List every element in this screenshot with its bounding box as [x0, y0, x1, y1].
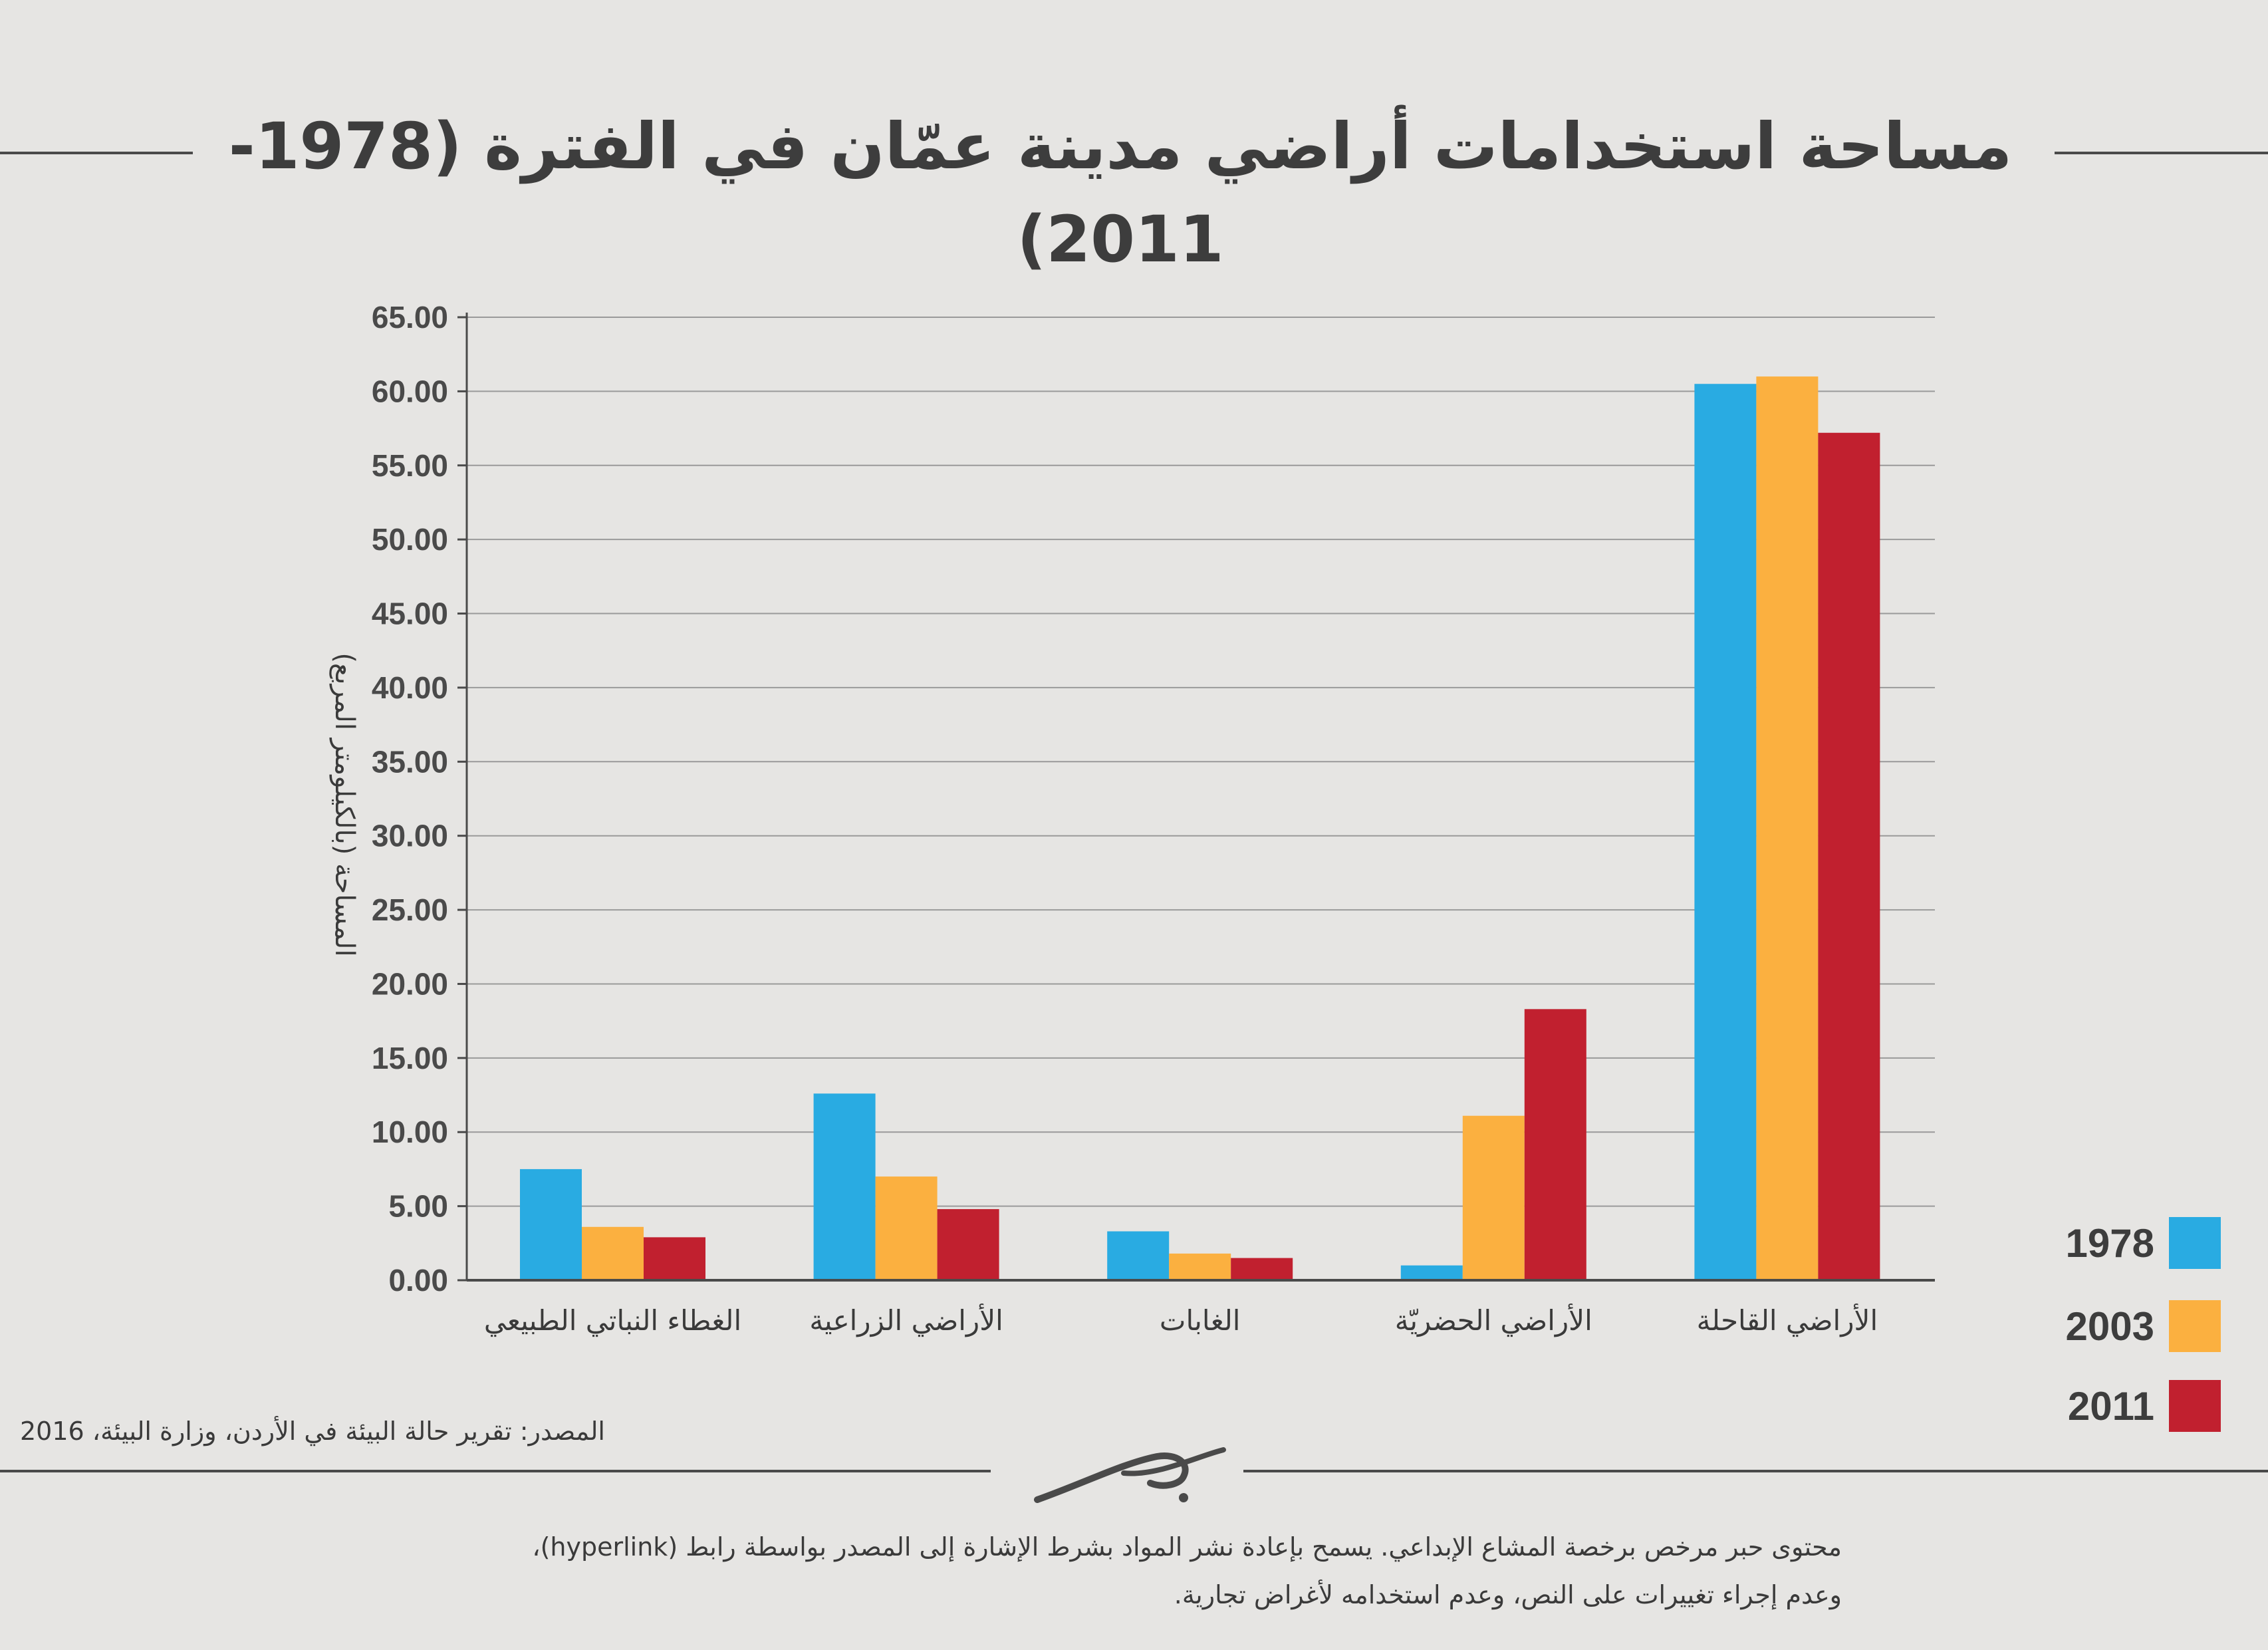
y-tick-label: 45.00: [372, 597, 448, 631]
legend-swatch: [2169, 1380, 2221, 1432]
title-rule-right: [2055, 152, 2268, 154]
bar-2011-2: [1231, 1258, 1293, 1280]
x-category-label: الأراضي الحضريّة: [1395, 1303, 1592, 1337]
x-axis-categories: الغطاء النباتي الطبيعي الأراضي الزراعية ال…: [484, 1303, 1878, 1337]
y-tick-label: 15.00: [372, 1041, 448, 1075]
y-tick-label: 20.00: [372, 966, 448, 1001]
y-tick-label: 40.00: [372, 670, 448, 705]
y-tick-label: 25.00: [372, 893, 448, 927]
footer-rule-right: [1243, 1470, 2268, 1472]
license-line-2: وعدم إجراء تغييرات على النص، وعدم استخدا…: [1174, 1580, 1842, 1609]
y-axis-ticks: 0.00 5.00 10.00 15.00 20.00 25.00 30.00 35.00 40…: [372, 300, 467, 1298]
bar-chart: 0.00 5.00 10.00 15.00 20.00 25.00 30.00 35.00 40…: [329, 300, 1935, 1337]
bar-1978-2: [1107, 1231, 1170, 1280]
bar-2003-0: [582, 1226, 644, 1280]
chart-title: مساحة استخدامات أراضي مدينة عمّان في الف…: [228, 109, 2013, 277]
bar-2003-3: [1462, 1115, 1525, 1280]
y-axis-label: المساحة (بالكيلومتر المربع): [329, 652, 360, 956]
y-tick-label: 30.00: [372, 819, 448, 853]
bar-2003-4: [1756, 376, 1819, 1280]
bar-1978-4: [1694, 384, 1757, 1281]
legend-item-2011: 2011: [2021, 1380, 2221, 1433]
x-category-label: الغابات: [1160, 1304, 1241, 1337]
legend-label: 1978: [2065, 1221, 2154, 1266]
bar-2011-1: [937, 1209, 999, 1280]
license-note: محتوى حبر مرخص برخصة المشاع الإبداعي. يس…: [465, 1523, 1842, 1619]
bar-1978-1: [813, 1093, 876, 1280]
y-tick-label: 0.00: [388, 1263, 448, 1298]
footer-rule-left: [0, 1470, 991, 1472]
bar-2011-4: [1818, 432, 1880, 1280]
x-category-label: الغطاء النباتي الطبيعي: [484, 1304, 741, 1337]
grid-lines: [467, 317, 1935, 1207]
legend-item-2003: 2003: [2021, 1300, 2221, 1353]
legend-swatch: [2169, 1217, 2221, 1269]
source-note: المصدر: تقرير حالة البيئة في الأردن، وزا…: [20, 1417, 605, 1446]
bar-2011-3: [1524, 1009, 1586, 1280]
y-tick-label: 35.00: [372, 744, 448, 779]
bar-1978-0: [520, 1169, 582, 1280]
y-tick-label: 60.00: [372, 374, 448, 408]
legend-swatch: [2169, 1300, 2221, 1352]
title-rule-left: [0, 152, 193, 154]
legend-label: 2003: [2065, 1304, 2154, 1349]
license-line-1: محتوى حبر مرخص برخصة المشاع الإبداعي. يس…: [532, 1532, 1842, 1562]
y-tick-label: 5.00: [388, 1189, 448, 1224]
x-category-label: الأراضي الزراعية: [809, 1303, 1003, 1337]
logo-icon: [1034, 1447, 1226, 1503]
y-tick-label: 55.00: [372, 448, 448, 483]
bar-2011-0: [644, 1237, 705, 1280]
bar-2003-2: [1169, 1253, 1231, 1280]
bar-1978-3: [1400, 1265, 1463, 1280]
bars: [520, 376, 1880, 1281]
legend-item-1978: 1978: [2021, 1217, 2221, 1270]
legend-label: 2011: [2067, 1384, 2154, 1429]
y-tick-label: 65.00: [372, 300, 448, 335]
y-tick-label: 10.00: [372, 1115, 448, 1149]
bar-2003-1: [875, 1176, 938, 1280]
x-category-label: الأراضي القاحلة: [1697, 1303, 1878, 1337]
y-tick-label: 50.00: [372, 522, 448, 557]
